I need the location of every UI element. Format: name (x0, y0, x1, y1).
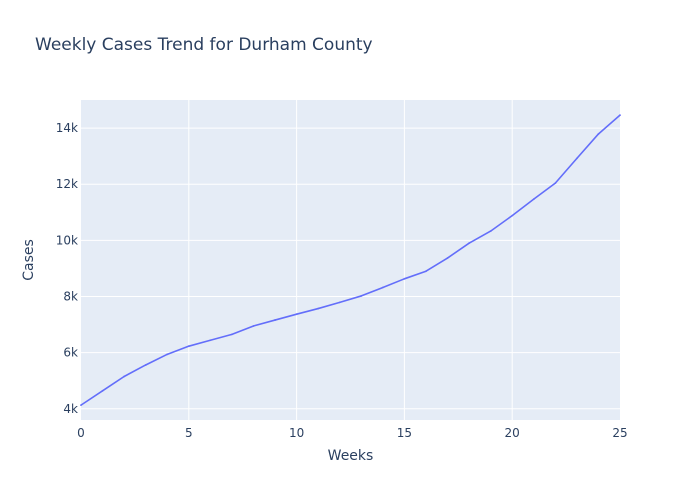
x-axis-title: Weeks (328, 448, 374, 464)
data-point (274, 319, 276, 321)
data-point (532, 198, 535, 200)
data-point (338, 301, 341, 304)
data-point (575, 157, 578, 160)
data-point (489, 230, 492, 232)
series-line (80, 114, 621, 406)
y-axis-ticks: 4k 6k 8k 10k 12k 14k (56, 121, 78, 416)
data-point (511, 214, 514, 217)
data-point (381, 286, 384, 289)
y-tick-label: 12k (56, 177, 78, 191)
x-tick-label: 15 (397, 426, 412, 440)
plot-area (81, 100, 620, 420)
data-point (123, 375, 126, 378)
data-point (144, 364, 147, 366)
grid-lines (81, 100, 620, 420)
data-point (317, 307, 320, 310)
data-point (209, 339, 212, 342)
data-point (295, 313, 298, 316)
data-point (101, 389, 104, 392)
data-point (360, 295, 363, 297)
data-point (425, 270, 427, 273)
data-point (446, 257, 449, 259)
data-point (597, 133, 600, 135)
chart-title: Weekly Cases Trend for Durham County (35, 35, 373, 55)
y-tick-label: 14k (56, 121, 78, 135)
y-tick-label: 6k (63, 346, 78, 360)
x-tick-label: 25 (612, 426, 627, 440)
y-axis-title: Cases (21, 239, 37, 281)
data-point (554, 182, 557, 184)
y-tick-label: 4k (63, 402, 78, 416)
x-tick-label: 10 (289, 426, 304, 440)
data-point (468, 242, 470, 245)
x-tick-label: 20 (505, 426, 520, 440)
data-point (403, 277, 406, 280)
data-point (166, 353, 169, 356)
data-point (187, 345, 190, 348)
data-point (80, 404, 82, 407)
x-tick-label: 0 (77, 426, 85, 440)
y-tick-label: 10k (56, 233, 78, 247)
data-point (231, 333, 233, 336)
x-axis-ticks: 0 5 10 15 20 25 (77, 426, 627, 440)
data-point (252, 325, 255, 327)
data-point (619, 114, 621, 117)
y-tick-label: 8k (63, 289, 78, 303)
x-tick-label: 5 (185, 426, 193, 440)
series-layer (80, 114, 621, 407)
